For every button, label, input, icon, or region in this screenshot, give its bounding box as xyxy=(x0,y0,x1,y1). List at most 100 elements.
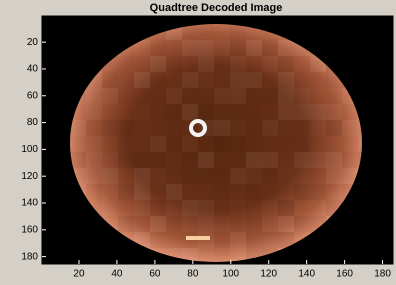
mosaic-block xyxy=(166,136,182,152)
mosaic-block xyxy=(310,120,326,136)
mosaic-block xyxy=(326,184,342,200)
mosaic-block xyxy=(118,72,134,88)
mosaic-block xyxy=(214,232,230,248)
axes xyxy=(42,16,393,264)
mosaic-block xyxy=(86,168,102,184)
mosaic-block xyxy=(230,200,246,216)
mosaic-block xyxy=(262,136,278,152)
mosaic-block xyxy=(262,72,278,88)
mosaic-block xyxy=(294,216,310,232)
mosaic-block xyxy=(294,88,310,104)
mosaic-block xyxy=(118,56,134,72)
mosaic-block xyxy=(246,152,262,168)
mosaic-block xyxy=(278,152,294,168)
mosaic-block xyxy=(262,120,278,136)
mosaic-block xyxy=(182,88,198,104)
mosaic-block xyxy=(294,72,310,88)
mosaic-block xyxy=(326,152,342,168)
y-tick-label: 20 xyxy=(27,37,39,48)
mosaic-block xyxy=(86,104,102,120)
mosaic-block xyxy=(246,200,262,216)
mosaic-block xyxy=(134,72,150,88)
mosaic-block xyxy=(166,152,182,168)
mosaic-block xyxy=(326,120,342,136)
mosaic-block xyxy=(182,72,198,88)
mosaic-block xyxy=(134,184,150,200)
mosaic-block xyxy=(166,200,182,216)
mosaic-block xyxy=(246,40,262,56)
y-tick-label: 180 xyxy=(21,251,38,262)
mosaic-block xyxy=(166,216,182,232)
mosaic-block xyxy=(294,168,310,184)
mosaic-block xyxy=(230,24,246,40)
mosaic-block xyxy=(86,184,102,200)
mosaic-block xyxy=(86,120,102,136)
mosaic-block xyxy=(134,56,150,72)
mosaic-block xyxy=(262,152,278,168)
mosaic-block xyxy=(150,152,166,168)
mosaic-block xyxy=(134,120,150,136)
mosaic-block xyxy=(198,168,214,184)
mosaic-block xyxy=(198,56,214,72)
mosaic-block xyxy=(230,104,246,120)
mosaic-block xyxy=(134,168,150,184)
mosaic-block xyxy=(150,184,166,200)
y-tick-label: 140 xyxy=(21,198,38,209)
mosaic-block xyxy=(150,40,166,56)
y-tick-label: 40 xyxy=(27,64,39,75)
mosaic-block xyxy=(214,168,230,184)
mosaic-block xyxy=(246,136,262,152)
mosaic-block xyxy=(198,216,214,232)
mosaic-block xyxy=(118,88,134,104)
mosaic-block xyxy=(342,152,358,168)
mosaic-block xyxy=(214,200,230,216)
mosaic-block xyxy=(134,104,150,120)
mosaic-block xyxy=(278,88,294,104)
mosaic-block xyxy=(166,56,182,72)
page: Quadtree Decoded Image 20406080100120140… xyxy=(0,0,396,285)
mosaic-block xyxy=(182,168,198,184)
mosaic-block xyxy=(246,88,262,104)
mosaic-block xyxy=(310,88,326,104)
mosaic-block xyxy=(102,120,118,136)
mosaic-block xyxy=(150,120,166,136)
y-tick-label: 80 xyxy=(27,117,39,128)
mosaic-block xyxy=(134,88,150,104)
mosaic-block xyxy=(102,168,118,184)
mosaic-block xyxy=(230,56,246,72)
mosaic-block xyxy=(150,200,166,216)
mosaic-block xyxy=(294,200,310,216)
mosaic-block xyxy=(230,216,246,232)
mosaic-block xyxy=(86,136,102,152)
x-tick-label: 20 xyxy=(73,269,85,280)
mosaic-block xyxy=(246,72,262,88)
y-tick-label: 60 xyxy=(27,90,39,101)
mosaic-block xyxy=(118,104,134,120)
chart-title: Quadtree Decoded Image xyxy=(150,2,283,14)
mosaic-block xyxy=(342,136,358,152)
mosaic-block xyxy=(262,104,278,120)
mosaic-block xyxy=(214,24,230,40)
mosaic-block xyxy=(214,72,230,88)
mosaic-block xyxy=(278,120,294,136)
mosaic-block xyxy=(118,200,134,216)
mosaic-block xyxy=(182,136,198,152)
mosaic-block xyxy=(230,136,246,152)
mosaic-block xyxy=(198,200,214,216)
mosaic-block xyxy=(230,184,246,200)
mosaic-block xyxy=(246,120,262,136)
mosaic-block xyxy=(198,88,214,104)
mosaic-block xyxy=(214,184,230,200)
mosaic-block xyxy=(118,184,134,200)
mosaic-block xyxy=(134,136,150,152)
mosaic-block xyxy=(166,104,182,120)
mosaic-block xyxy=(310,136,326,152)
mosaic-block xyxy=(150,72,166,88)
mosaic-block xyxy=(310,184,326,200)
mosaic-block xyxy=(278,184,294,200)
mosaic-block xyxy=(198,136,214,152)
x-tick-label: 80 xyxy=(187,269,199,280)
mosaic-block xyxy=(70,136,86,152)
mosaic-block xyxy=(118,152,134,168)
mosaic-block xyxy=(214,120,230,136)
